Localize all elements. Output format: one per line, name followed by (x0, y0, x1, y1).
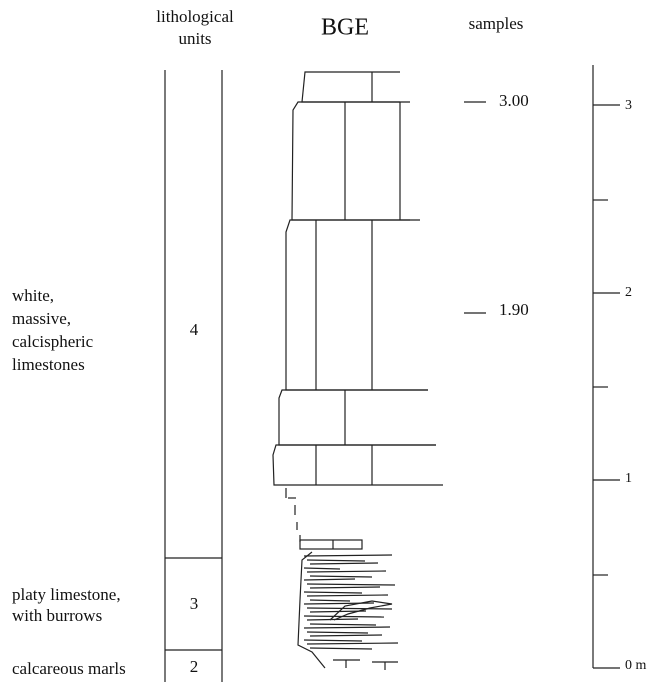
lamina (307, 571, 386, 572)
unit-description: calcispheric (12, 332, 94, 351)
headers: lithological units BGE samples (156, 7, 523, 48)
unit-description: platy limestone, (12, 585, 121, 604)
lamina (307, 619, 358, 620)
stratigraphic-log: lithological units BGE samples 4 3 2 whi… (0, 0, 652, 682)
lamina (310, 576, 372, 577)
scale-label: 3 (625, 98, 632, 113)
sample-label: 3.00 (499, 91, 529, 110)
lamina (310, 648, 372, 649)
unit-description: calcareous marls (12, 659, 126, 678)
lamina (310, 563, 378, 564)
unit-number: 2 (190, 657, 199, 676)
header-samples: samples (469, 14, 524, 33)
lamina (307, 608, 392, 609)
lamina (310, 635, 382, 636)
unit-description: white, (12, 286, 54, 305)
lamina (304, 555, 392, 556)
sample-label: 1.90 (499, 300, 529, 319)
lamina (304, 579, 355, 580)
lamina (307, 595, 388, 596)
lamina (304, 568, 340, 569)
bed (286, 220, 428, 390)
bed (302, 72, 400, 102)
laminae-edge (298, 552, 325, 668)
unit-number: 3 (190, 594, 199, 613)
lamina (304, 640, 362, 641)
header-units: units (178, 29, 211, 48)
lamina (307, 643, 398, 644)
unit-description: massive, (12, 309, 71, 328)
scale: 3 2 1 0 m (593, 65, 647, 673)
unit-number: 4 (190, 320, 199, 339)
samples: 3.00 1.90 (464, 91, 529, 319)
lamina (307, 560, 365, 561)
lamina (310, 624, 376, 625)
lamina (307, 584, 395, 585)
scale-label: 0 m (625, 658, 647, 673)
bed (292, 102, 410, 220)
unit-descriptions: white, massive, calcispheric limestones … (12, 286, 126, 678)
lamina (307, 632, 368, 633)
scale-label: 2 (625, 285, 632, 300)
lamina (304, 627, 390, 628)
bed (273, 445, 443, 485)
header-units: lithological (156, 7, 234, 26)
bed (279, 390, 436, 445)
lamina (310, 587, 380, 588)
lamina (310, 600, 350, 601)
unit-description: with burrows (12, 606, 102, 625)
lamina (304, 616, 384, 617)
scale-label: 1 (625, 471, 632, 486)
unit-column: 4 3 2 (165, 70, 222, 682)
unit-description: limestones (12, 355, 85, 374)
bge-column (273, 72, 443, 670)
bed (300, 540, 362, 549)
lamina (304, 603, 374, 604)
lamina (304, 592, 362, 593)
header-column: BGE (321, 15, 369, 41)
